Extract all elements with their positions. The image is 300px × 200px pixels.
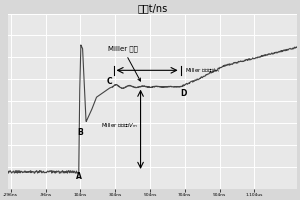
Text: Miller 平台时间$t_m$: Miller 平台时间$t_m$: [185, 66, 220, 75]
Text: Miller 平台电压$V_m$: Miller 平台电压$V_m$: [100, 121, 137, 130]
Text: C: C: [107, 77, 112, 86]
Text: Miller 平台: Miller 平台: [108, 46, 140, 81]
Text: A: A: [76, 172, 82, 181]
Text: B: B: [78, 128, 83, 137]
Title: 时间t/ns: 时间t/ns: [138, 3, 168, 13]
Text: D: D: [180, 89, 186, 98]
